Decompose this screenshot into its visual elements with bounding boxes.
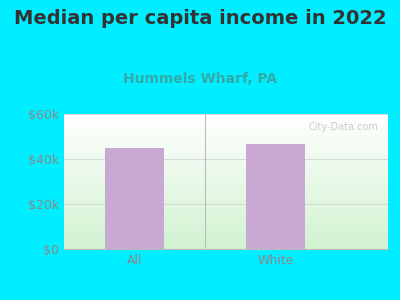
- Text: City-Data.com: City-Data.com: [308, 122, 378, 132]
- Bar: [246, 144, 305, 249]
- Bar: [105, 148, 164, 249]
- Text: Hummels Wharf, PA: Hummels Wharf, PA: [123, 72, 277, 86]
- Text: Median per capita income in 2022: Median per capita income in 2022: [14, 9, 386, 28]
